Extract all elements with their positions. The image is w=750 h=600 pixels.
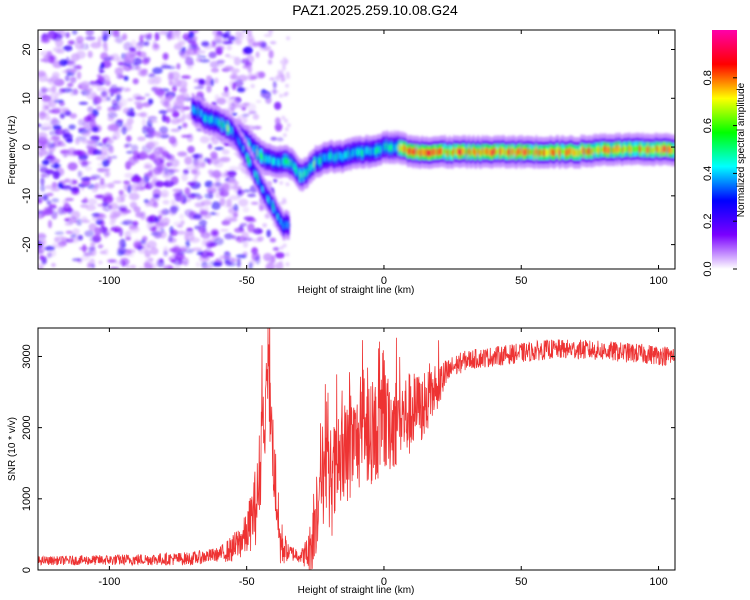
spectrogram-y-tick-label: 20	[21, 43, 33, 55]
snr-y-tick-label: 0	[21, 567, 33, 573]
spectrogram-frame	[37, 29, 676, 270]
snr-y-tick-label: 2000	[21, 415, 33, 439]
colorbar-tick-label: 0.4	[702, 166, 714, 181]
colorbar-tick-label: 0.2	[702, 214, 714, 229]
snr-frame	[37, 327, 676, 571]
snr-y-axis-label: SNR (10 * v/v)	[7, 417, 18, 481]
snr-y-tick-label: 1000	[21, 487, 33, 511]
snr-x-tick-label: 0	[381, 576, 387, 588]
spectrogram-x-tick-label: 100	[649, 275, 667, 287]
spectrogram-x-tick-label: -50	[239, 275, 255, 287]
colorbar-gradient	[712, 30, 737, 269]
spectrogram-y-tick-label: -20	[21, 237, 33, 253]
snr-x-tick-label: 100	[649, 576, 667, 588]
snr-x-axis-label: Height of straight line (km)	[298, 585, 415, 596]
colorbar-label: Normalized spectral amplitude	[736, 82, 747, 217]
spectrogram-y-axis-label: Frequency (Hz)	[7, 116, 18, 185]
spectrogram-y-tick-label: -10	[21, 188, 33, 204]
snr-x-tick-label: -50	[239, 576, 255, 588]
colorbar-tick-label: 0.8	[702, 70, 714, 85]
snr-x-tick-label: -100	[98, 576, 120, 588]
colorbar-tick-label: 0.6	[702, 118, 714, 133]
spectrogram-x-tick-label: -100	[98, 275, 120, 287]
snr-panel: -100 -50 0 50 100 0 1000 2000 3000 Height of st…	[7, 327, 676, 596]
spectrogram-x-axis-label: Height of straight line (km)	[298, 285, 415, 296]
spectrogram-x-tick-label: 0	[381, 275, 387, 287]
snr-x-tick-label: 50	[515, 576, 527, 588]
chart-title: PAZ1.2025.259.10.08.G24	[292, 2, 458, 18]
spectrogram-y-tick-label: 10	[21, 92, 33, 104]
snr-y-tick-label: 3000	[21, 344, 33, 368]
spectrogram-y-tick-label: 0	[21, 144, 33, 150]
series-line-snr	[38, 328, 675, 570]
colorbar-tick-label: 0.0	[702, 261, 714, 276]
colorbar: 0.0 0.2 0.4 0.6 0.8 Normalized spectral ampl…	[702, 30, 747, 277]
spectrogram-x-tick-label: 50	[515, 275, 527, 287]
